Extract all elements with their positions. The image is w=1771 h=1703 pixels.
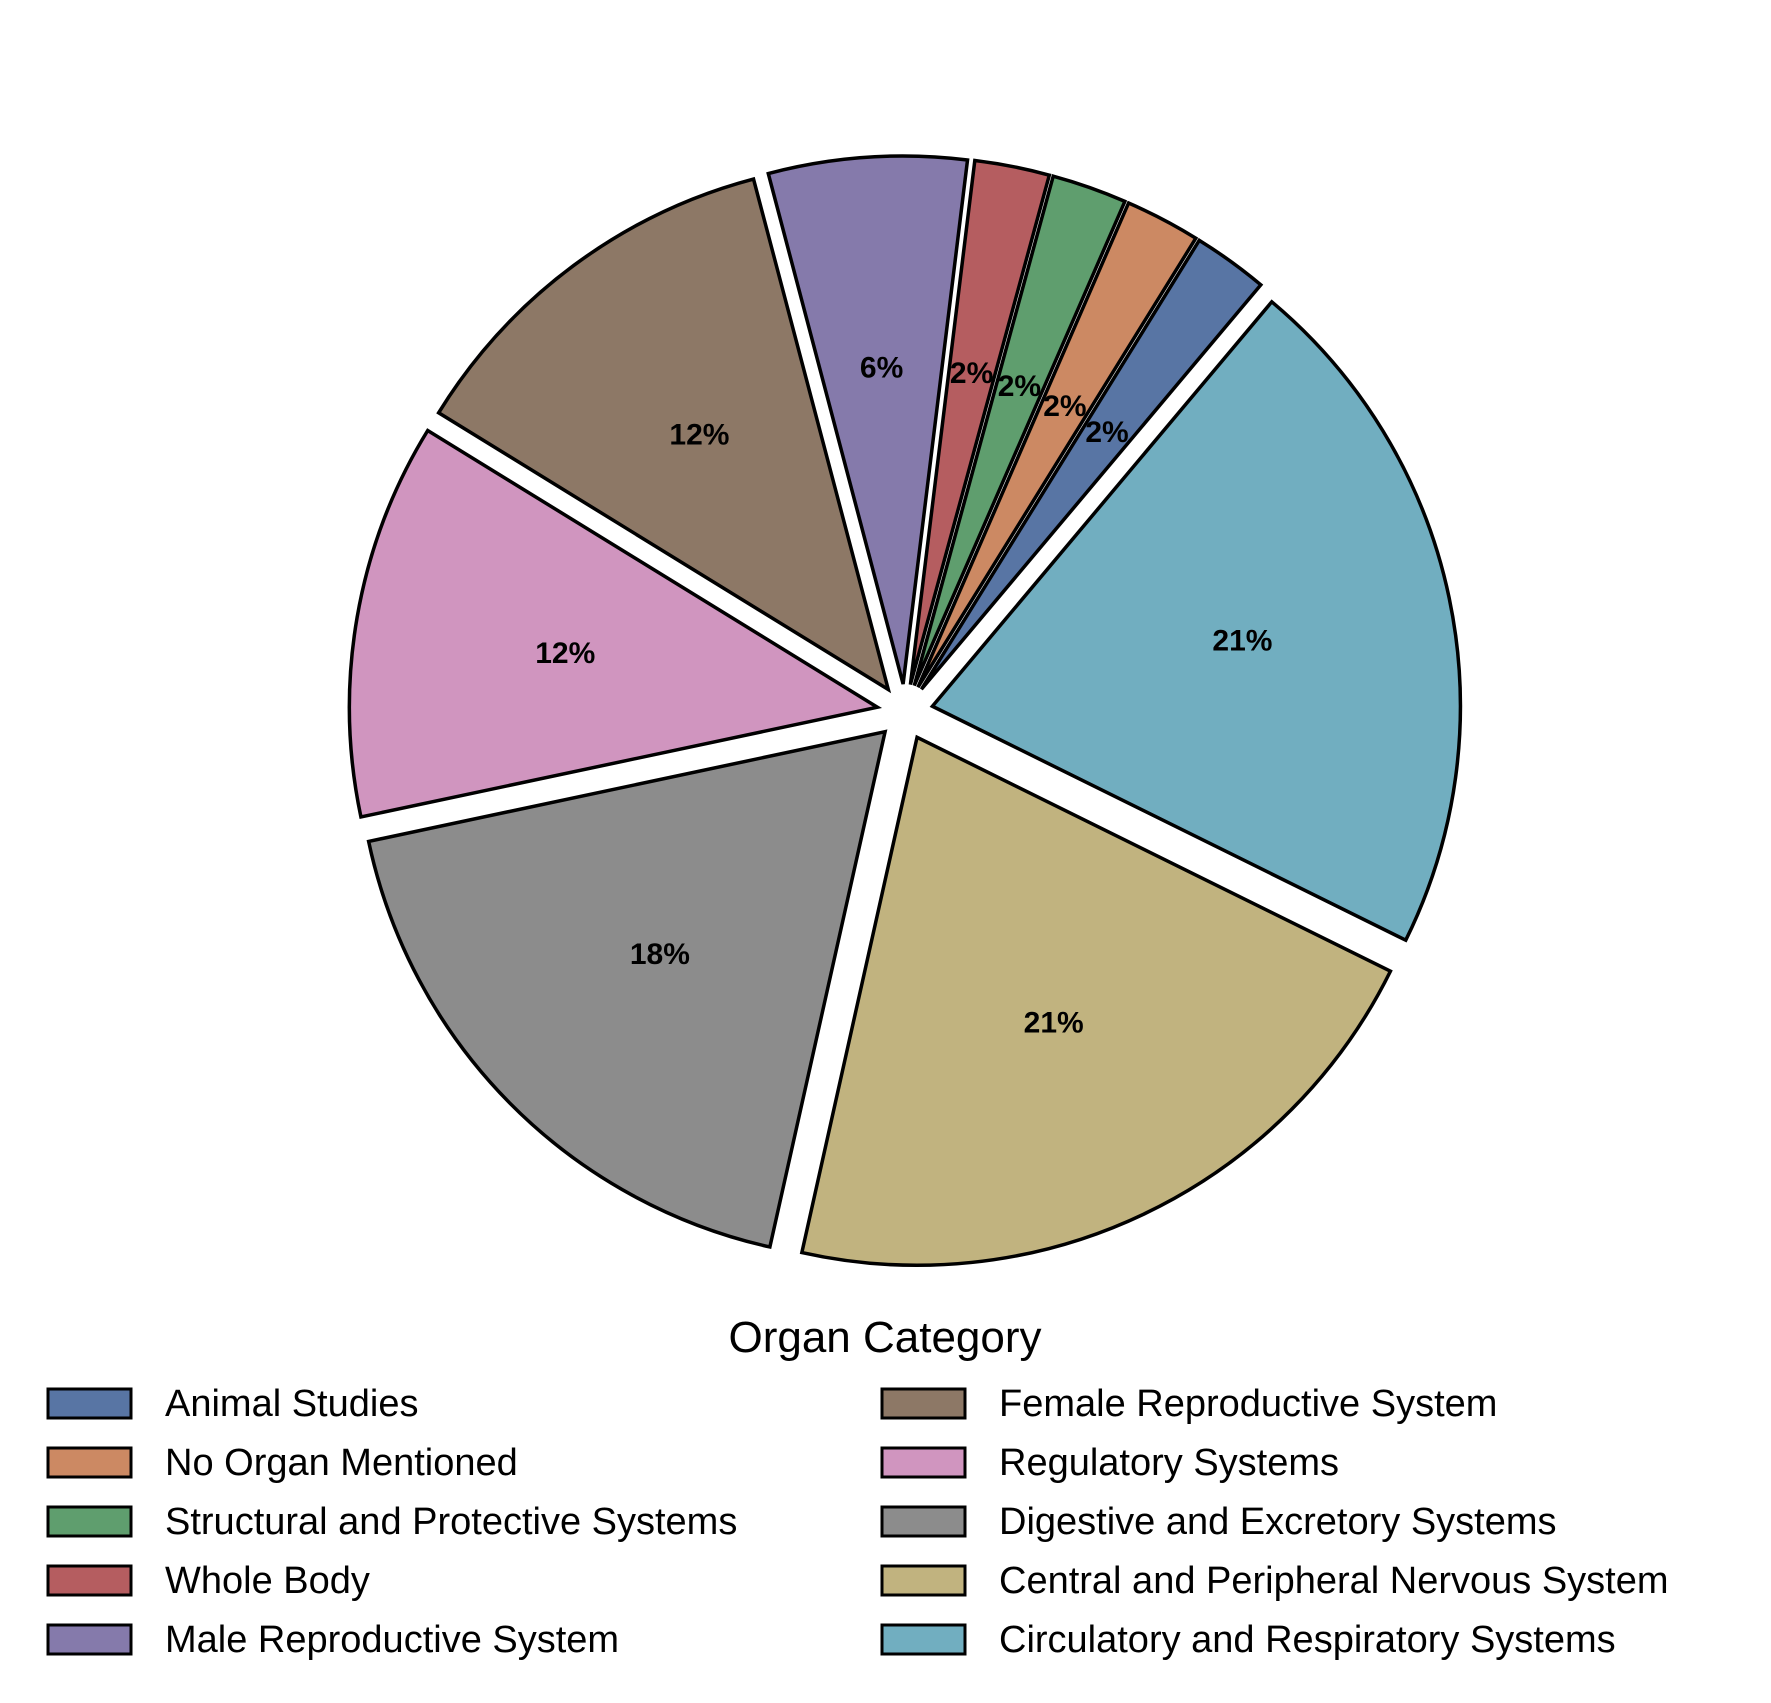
legend-label-5: Female Reproductive System [999, 1383, 1497, 1425]
pie-slice-7 [366, 729, 888, 1250]
legend-label-6: Regulatory Systems [999, 1442, 1339, 1484]
legend-swatch-2 [46, 1505, 133, 1538]
legend-label-1: No Organ Mentioned [165, 1442, 518, 1484]
pie-slice-8 [799, 734, 1393, 1268]
pie-slice-2 [912, 174, 1128, 687]
pie-slice-label-1: 2% [1043, 390, 1086, 423]
pie-slice-4 [766, 154, 970, 685]
legend-label-9: Circulatory and Respiratory Systems [999, 1619, 1616, 1661]
legend-swatch-4 [46, 1623, 133, 1656]
pie-slice-9 [929, 299, 1463, 943]
pie-slice-6 [347, 428, 883, 820]
legend-title: Organ Category [728, 1313, 1041, 1362]
pie-slice-label-6: 12% [535, 637, 595, 670]
pie-slice-label-4: 6% [860, 351, 903, 384]
pie-slice-label-8: 21% [1024, 1007, 1084, 1040]
legend-label-8: Central and Peripheral Nervous System [999, 1560, 1669, 1602]
pie-slice-0 [919, 237, 1264, 691]
legend-swatch-8 [880, 1564, 967, 1597]
pie-slice-label-7: 18% [630, 938, 690, 971]
legend-swatch-0 [46, 1387, 133, 1420]
pie-slice-label-3: 2% [950, 357, 993, 390]
legend-swatch-3 [46, 1564, 133, 1597]
legend: Organ Category Animal Studies No Organ Me… [46, 1313, 1669, 1661]
pie-slice-label-2: 2% [998, 370, 1041, 403]
pie-slice-5 [436, 176, 892, 694]
legend-swatch-7 [880, 1505, 967, 1538]
pie-slice-label-5: 12% [669, 419, 729, 452]
legend-swatch-6 [880, 1446, 967, 1479]
legend-label-2: Structural and Protective Systems [165, 1501, 737, 1543]
legend-swatch-1 [46, 1446, 133, 1479]
legend-label-3: Whole Body [165, 1560, 370, 1602]
pie-slice-label-0: 2% [1085, 416, 1128, 449]
pie-slice-1 [916, 200, 1199, 689]
legend-swatch-5 [880, 1387, 967, 1420]
legend-swatch-9 [880, 1623, 967, 1656]
legend-items: Animal Studies No Organ Mentioned Structur… [46, 1383, 1669, 1661]
pie-slice-3 [908, 158, 1052, 685]
pie-slice-label-9: 21% [1212, 625, 1272, 658]
pie-slice-labels: 2%2%2%2%6%12%12%18%21%21% [535, 351, 1272, 1039]
legend-label-4: Male Reproductive System [165, 1619, 619, 1661]
legend-label-0: Animal Studies [165, 1383, 418, 1425]
pie-slices [347, 154, 1463, 1268]
legend-label-7: Digestive and Excretory Systems [999, 1501, 1557, 1543]
